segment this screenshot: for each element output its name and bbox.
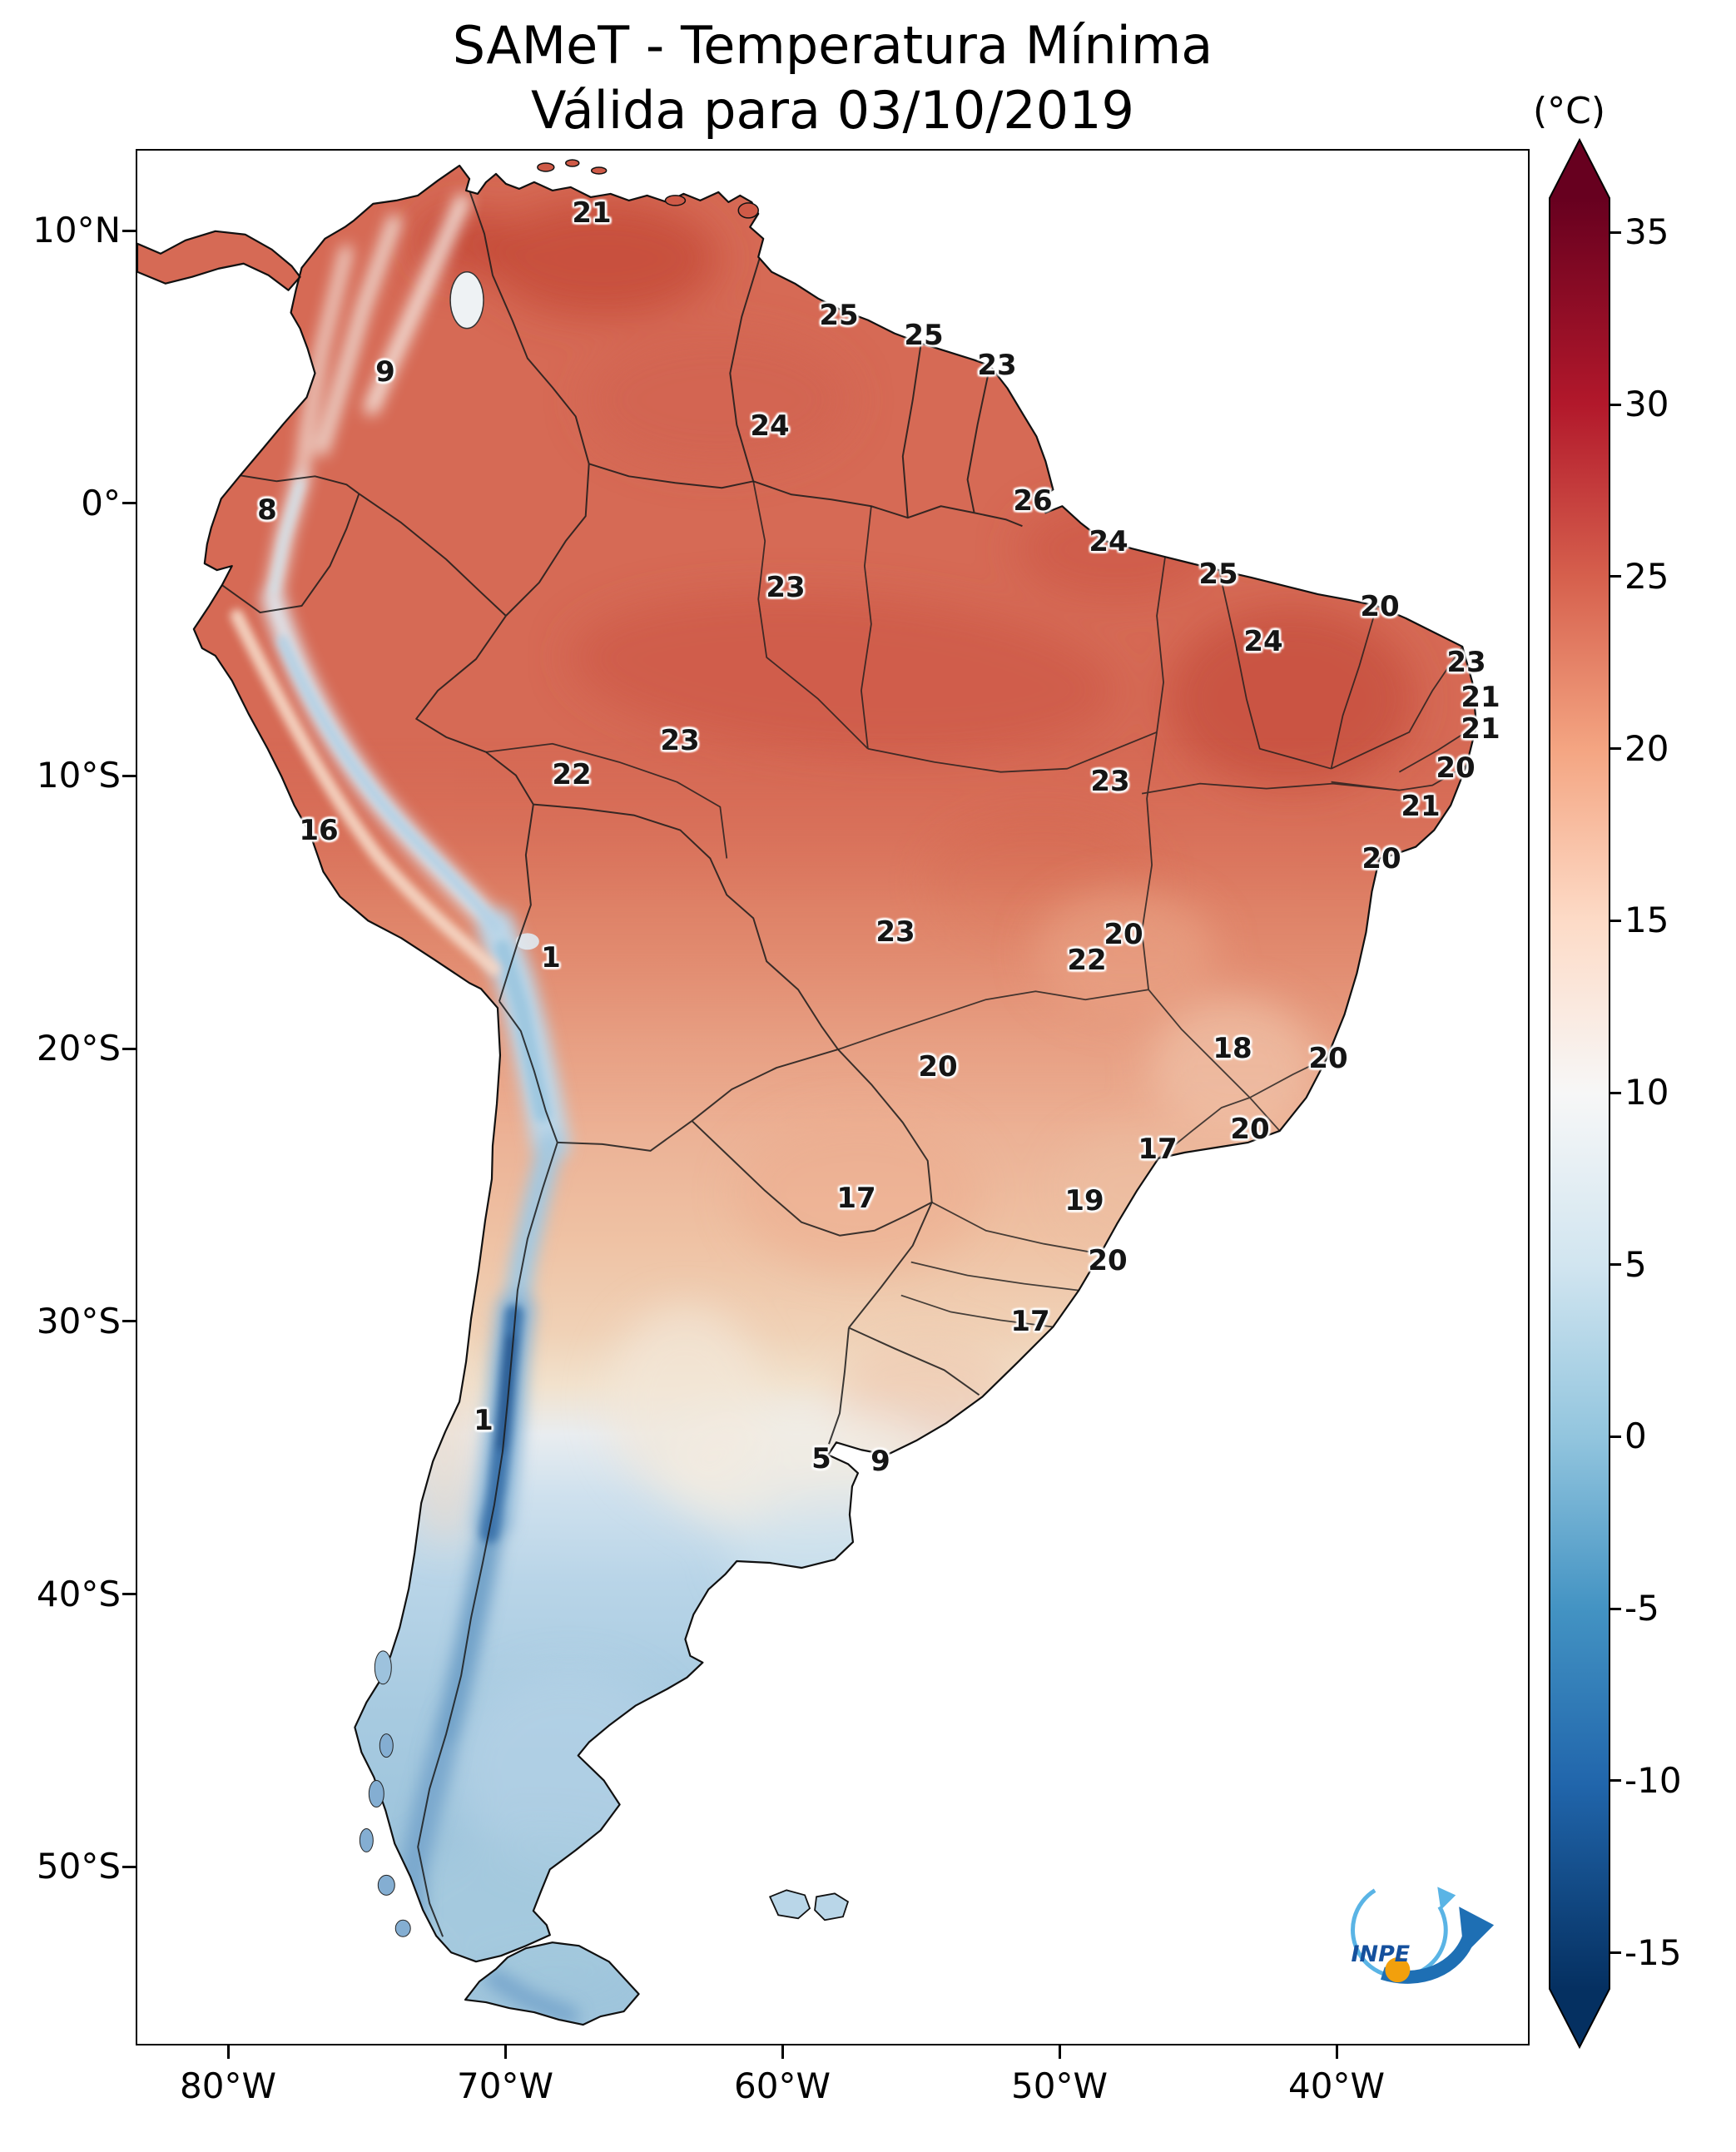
lake-titicaca xyxy=(515,933,539,950)
y-axis-tick-mark xyxy=(122,1593,136,1595)
lake-maracaibo xyxy=(449,270,484,330)
colorbar-tick-label: 5 xyxy=(1624,1243,1647,1285)
colorbar-unit-label: (°C) xyxy=(1533,90,1606,132)
colorbar-tick-mark xyxy=(1610,1607,1621,1610)
y-axis-tick-label: 10°S xyxy=(36,755,121,796)
x-axis-tick-mark xyxy=(781,2045,784,2059)
x-axis-tick-label: 70°W xyxy=(457,2065,553,2106)
coastline xyxy=(137,164,1478,2026)
chart-subtitle: Válida para 03/10/2019 xyxy=(531,80,1134,141)
colorbar-tick-mark xyxy=(1610,1435,1621,1438)
x-axis-tick-label: 40°W xyxy=(1288,2065,1385,2106)
colorbar-tick-mark xyxy=(1610,575,1621,578)
andes-cold-core xyxy=(230,479,551,1544)
colorbar-tick-mark xyxy=(1610,403,1621,406)
country-borders xyxy=(221,190,1023,1937)
colorbar-tick-mark xyxy=(1610,231,1621,234)
state-borders xyxy=(485,481,1477,1328)
x-axis-tick-label: 50°W xyxy=(1011,2065,1108,2106)
inpe-logo: INPE xyxy=(1351,1881,1495,1984)
colorbar-tick-label: -15 xyxy=(1624,1931,1682,1973)
inpe-logo-orange-dot xyxy=(1385,1957,1411,1983)
colorbar-tick-mark xyxy=(1610,747,1621,751)
x-axis-tick-label: 60°W xyxy=(734,2065,831,2106)
colorbar-tick-mark xyxy=(1610,1091,1621,1094)
x-axis-tick-mark xyxy=(1335,2045,1338,2059)
chart-title: SAMeT - Temperatura Mínima xyxy=(452,15,1213,76)
y-axis-tick-mark xyxy=(122,1047,136,1050)
y-axis-tick-mark xyxy=(122,502,136,505)
y-axis-tick-label: 10°N xyxy=(32,210,121,250)
colorbar-tick-label: 0 xyxy=(1624,1416,1647,1457)
y-axis-tick-mark xyxy=(122,1320,136,1323)
y-axis-tick-label: 30°S xyxy=(36,1300,121,1341)
y-axis-tick-label: 0° xyxy=(81,482,121,523)
lakes xyxy=(449,270,539,950)
y-axis-tick-label: 20°S xyxy=(36,1028,121,1069)
south-america-temperature-map: INPE xyxy=(137,159,1495,2026)
colorbar-tick-label: 10 xyxy=(1624,1072,1669,1113)
y-axis-tick-mark xyxy=(122,774,136,777)
x-axis-tick-label: 80°W xyxy=(180,2065,276,2106)
colorbar-tick-label: 35 xyxy=(1624,211,1669,253)
x-axis-tick-mark xyxy=(1058,2045,1061,2059)
inpe-logo-arrowhead xyxy=(1459,1907,1495,1956)
chart-title-block: SAMeT - Temperatura Mínima Válida para 0… xyxy=(136,13,1530,143)
colorbar-tick-label: 20 xyxy=(1624,727,1669,769)
colorbar-extend-min-arrow xyxy=(1550,1989,1610,2047)
y-axis-tick-label: 50°S xyxy=(36,1846,121,1887)
y-axis-tick-label: 40°S xyxy=(36,1573,121,1614)
colorbar-tick-label: -10 xyxy=(1624,1759,1682,1801)
colorbar-tick-mark xyxy=(1610,1263,1621,1267)
colorbar xyxy=(1549,138,1610,2049)
colorbar-tick-label: 25 xyxy=(1624,555,1669,597)
colorbar-tick-mark xyxy=(1610,919,1621,922)
inpe-logo-text: INPE xyxy=(1352,1941,1411,1967)
y-axis-tick-mark xyxy=(122,229,136,232)
colorbar-tick-label: 30 xyxy=(1624,384,1669,425)
x-axis-tick-mark xyxy=(226,2045,230,2059)
colorbar-tick-mark xyxy=(1610,1779,1621,1783)
chilean-fjord-islands xyxy=(359,1650,411,1937)
colorbar-tick-label: -5 xyxy=(1624,1588,1659,1629)
map-plot-area: INPE 21 25 25 23 9 24 8 26 24 25 23 20 24 23 21 21 23 20 2… xyxy=(136,149,1530,2045)
colorbar-outline xyxy=(1549,138,1610,2049)
x-axis-tick-mark xyxy=(503,2045,507,2059)
inpe-logo-orbit-arrowhead xyxy=(1437,1887,1456,1911)
caribbean-islands xyxy=(537,159,759,219)
falkland-islands xyxy=(768,1889,850,1921)
colorbar-tick-mark xyxy=(1610,1951,1621,1955)
colorbar-extend-max-arrow xyxy=(1550,140,1610,198)
colorbar-tick-label: 15 xyxy=(1624,900,1669,941)
colorbar-gradient xyxy=(1550,198,1610,1989)
temperature-field xyxy=(137,165,1477,2026)
y-axis-tick-mark xyxy=(122,1865,136,1868)
